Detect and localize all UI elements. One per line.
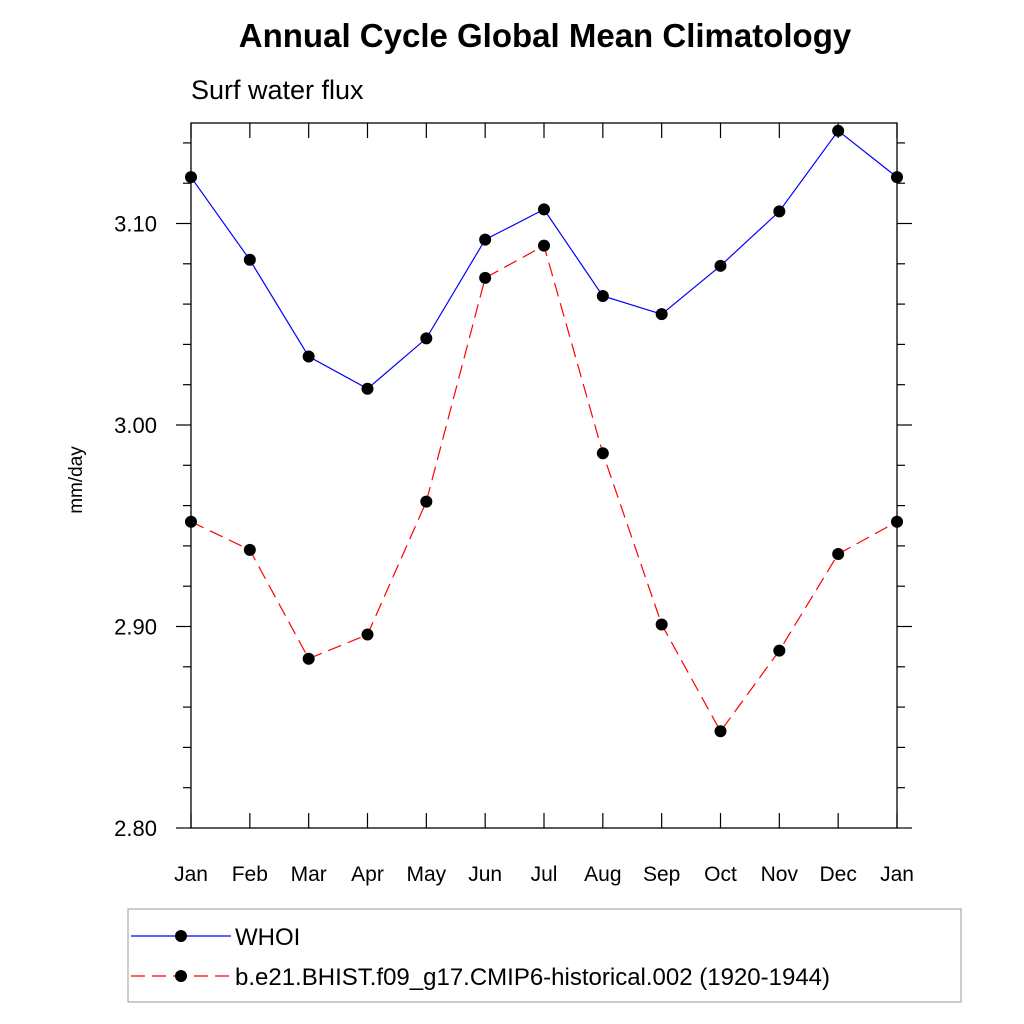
series-0-point xyxy=(596,290,609,303)
legend-item-cesm: b.e21.BHIST.f09_g17.CMIP6-historical.002… xyxy=(131,964,830,991)
y-tick-label: 2.90 xyxy=(114,615,157,640)
series-0-point xyxy=(832,124,845,137)
x-tick-label: Nov xyxy=(761,863,799,886)
x-tick-label: Apr xyxy=(351,863,384,886)
series-1-point xyxy=(832,547,845,560)
series-1-point xyxy=(714,725,727,738)
series-0-point xyxy=(185,171,197,184)
series-1-point xyxy=(538,239,550,252)
x-tick-label: Dec xyxy=(819,863,856,886)
axis-ticks xyxy=(176,123,912,829)
series-0-point xyxy=(479,233,492,246)
x-tick-labels: Jan Feb Mar Apr May Jun Jul Aug Sep Oct Nov Dec Jan xyxy=(174,863,914,886)
legend-label-cesm: b.e21.BHIST.f09_g17.CMIP6-historical.002… xyxy=(235,964,830,991)
series-0-point xyxy=(361,382,374,395)
x-tick-label: Aug xyxy=(584,863,621,886)
legend-marker-cesm xyxy=(175,970,187,982)
series-line-1 xyxy=(190,244,898,733)
chart-subtitle: Surf water flux xyxy=(191,75,364,105)
series-0-point xyxy=(302,350,315,363)
x-tick-label: Mar xyxy=(291,863,327,886)
series-1-point xyxy=(243,543,256,556)
legend-box xyxy=(127,908,962,1003)
legend-item-whoi: WHOI xyxy=(131,924,300,951)
legend-label-whoi: WHOI xyxy=(235,924,300,951)
series-1-point xyxy=(302,652,315,665)
y-axis-label: mm/day xyxy=(66,446,87,514)
series-1-point xyxy=(773,644,786,657)
series-1-point xyxy=(185,515,197,528)
y-tick-label: 3.00 xyxy=(114,413,157,438)
legend-marker-whoi xyxy=(175,930,187,942)
series-0-point xyxy=(891,171,903,184)
series-1-point xyxy=(479,271,492,284)
plot-frame xyxy=(190,122,898,829)
series-0-point xyxy=(714,259,727,272)
series-0-point xyxy=(773,205,786,218)
x-tick-label: Oct xyxy=(704,863,737,886)
series-1-point xyxy=(361,628,374,641)
x-tick-label: Feb xyxy=(232,863,268,886)
x-tick-label: Jan xyxy=(880,863,914,886)
x-tick-label: Sep xyxy=(643,863,680,886)
chart-title: Annual Cycle Global Mean Climatology xyxy=(239,17,852,54)
y-tick-label: 2.80 xyxy=(114,816,157,841)
series-0-point xyxy=(420,332,433,345)
series-1-point xyxy=(655,618,668,631)
series-1-point xyxy=(596,447,609,460)
x-tick-label: Jan xyxy=(174,863,208,886)
series-0-point xyxy=(243,253,256,266)
x-tick-label: May xyxy=(406,863,446,886)
series-layer xyxy=(185,124,903,738)
series-1-point xyxy=(420,495,433,508)
series-0-point xyxy=(655,308,668,321)
x-tick-label: Jul xyxy=(531,863,558,886)
y-tick-labels: 2.80 2.90 3.00 3.10 xyxy=(114,212,157,842)
x-tick-label: Jun xyxy=(468,863,502,886)
y-tick-label: 3.10 xyxy=(114,212,157,237)
series-1-point xyxy=(891,515,903,528)
series-0-point xyxy=(538,203,550,216)
series-line-0 xyxy=(190,129,898,390)
